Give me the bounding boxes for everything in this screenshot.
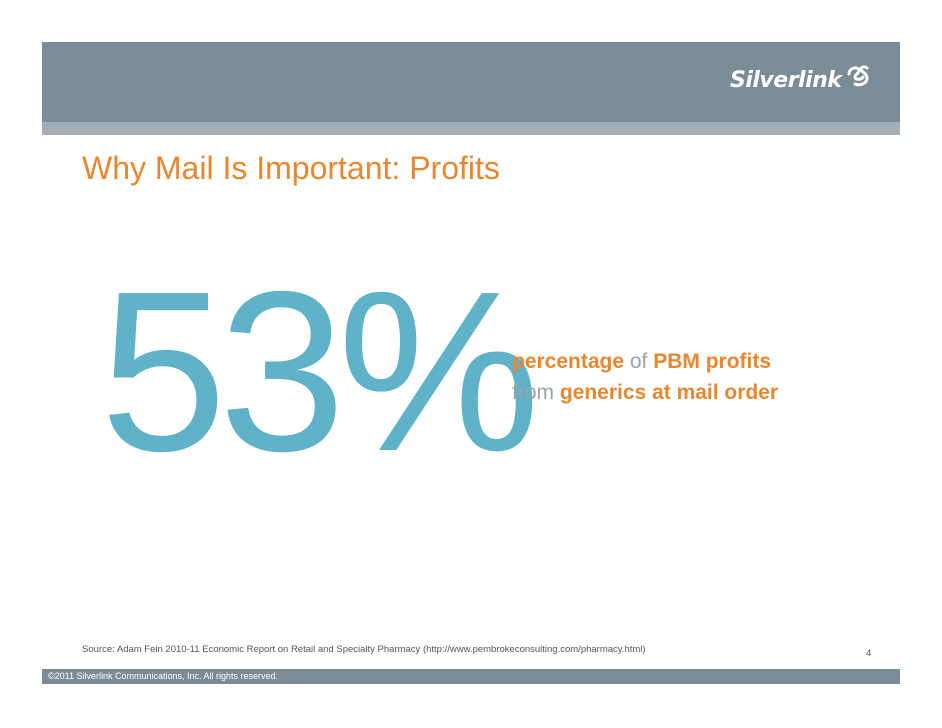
stat-description: percentage of PBM profits from generics … — [512, 346, 778, 408]
copyright-notice: ©2011 Silverlink Communications, Inc. Al… — [48, 671, 279, 681]
header-accent-strip — [42, 122, 900, 135]
stat-keyword-pbm-profits: PBM profits — [653, 350, 772, 373]
stat-connector-of: of — [624, 350, 654, 373]
source-citation: Source: Adam Fein 2010-11 Economic Repor… — [82, 644, 646, 655]
slide-title: Why Mail Is Important: Profits — [82, 150, 500, 186]
big-stat-value: 53% — [100, 245, 540, 499]
page-number: 4 — [866, 648, 872, 659]
stat-description-line-1: percentage of PBM profits — [512, 346, 778, 377]
stat-keyword-percentage: percentage — [512, 350, 625, 373]
stat-description-line-2: from generics at mail order — [512, 377, 778, 408]
footer-bar — [42, 669, 900, 684]
logo-text: Silverlink — [730, 68, 842, 93]
logo-mark-icon — [847, 64, 869, 86]
header-bar — [42, 42, 900, 122]
stat-keyword-generics: generics at mail order — [559, 381, 779, 404]
stat-connector-from: from — [512, 381, 560, 404]
silverlink-logo: Silverlink — [730, 64, 871, 93]
